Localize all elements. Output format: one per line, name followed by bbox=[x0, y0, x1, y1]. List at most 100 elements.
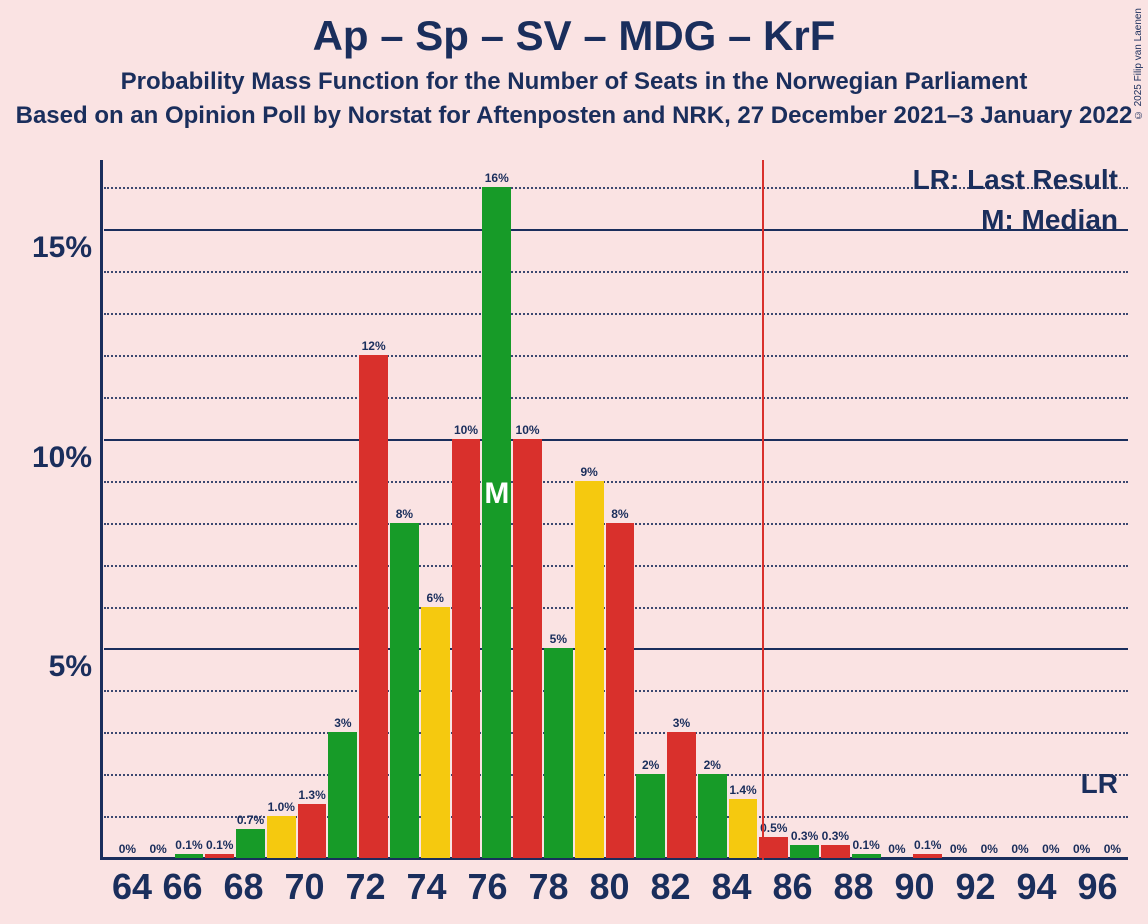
bar-slot: 0% bbox=[1066, 160, 1097, 858]
bar-value-label: 0% bbox=[1073, 842, 1090, 858]
bar-value-label: 8% bbox=[611, 507, 628, 523]
bar-value-label: 0.1% bbox=[914, 838, 941, 854]
bar-value-label: 0.7% bbox=[237, 813, 264, 829]
bar-value-label: 0% bbox=[950, 842, 967, 858]
bar-slot: 0.1% bbox=[204, 160, 235, 858]
bar: 6% bbox=[421, 607, 450, 858]
bar-slot: 0% bbox=[1035, 160, 1066, 858]
bar-slot: 1.0% bbox=[266, 160, 297, 858]
bar-value-label: 0.1% bbox=[175, 838, 202, 854]
bar-slot: 0.7% bbox=[235, 160, 266, 858]
chart-area: LR: Last Result M: Median 0%0%0.1%0.1%0.… bbox=[20, 160, 1128, 860]
chart-title: Ap – Sp – SV – MDG – KrF bbox=[0, 0, 1148, 60]
bar-value-label: 0.1% bbox=[852, 838, 879, 854]
x-tick-label: 66 bbox=[152, 866, 213, 908]
bar-value-label: 1.4% bbox=[729, 783, 756, 799]
chart-subtitle: Probability Mass Function for the Number… bbox=[0, 68, 1148, 96]
x-tick-label: 90 bbox=[884, 866, 945, 908]
y-axis bbox=[100, 160, 103, 860]
bar-value-label: 0% bbox=[119, 842, 136, 858]
plot-region: 0%0%0.1%0.1%0.7%1.0%1.3%3%12%8%6%10%16%1… bbox=[100, 160, 1128, 860]
bar-slot: 3% bbox=[666, 160, 697, 858]
bar-slot: 0% bbox=[1005, 160, 1036, 858]
bar-slot: 8% bbox=[605, 160, 636, 858]
x-tick-label: 84 bbox=[701, 866, 762, 908]
x-tick-label: 72 bbox=[335, 866, 396, 908]
bar-slot: 0.3% bbox=[789, 160, 820, 858]
bar-value-label: 0% bbox=[1104, 842, 1121, 858]
x-tick-label: 76 bbox=[457, 866, 518, 908]
x-tick-label: 78 bbox=[518, 866, 579, 908]
bar-value-label: 0% bbox=[1042, 842, 1059, 858]
bar: 2% bbox=[636, 774, 665, 858]
bar: 1.3% bbox=[298, 804, 327, 858]
copyright-notice: © 2025 Filip van Laenen bbox=[1133, 8, 1144, 120]
bar: 9% bbox=[575, 481, 604, 858]
bar: 0.3% bbox=[790, 845, 819, 858]
bar-slot: 0% bbox=[943, 160, 974, 858]
bar: 0.1% bbox=[852, 854, 881, 858]
x-tick-label: 92 bbox=[945, 866, 1006, 908]
bar-slot: 10% bbox=[512, 160, 543, 858]
bar-value-label: 0.5% bbox=[760, 821, 787, 837]
bar-value-label: 2% bbox=[704, 758, 721, 774]
bar: 8% bbox=[606, 523, 635, 858]
bars-container: 0%0%0.1%0.1%0.7%1.0%1.3%3%12%8%6%10%16%1… bbox=[112, 160, 1128, 858]
bar-value-label: 0% bbox=[150, 842, 167, 858]
bar: 0.5% bbox=[759, 837, 788, 858]
x-tick-label: 70 bbox=[274, 866, 335, 908]
bar-value-label: 3% bbox=[673, 716, 690, 732]
bar-slot: 0% bbox=[1097, 160, 1128, 858]
last-result-line bbox=[762, 160, 764, 860]
bar-slot: 0% bbox=[882, 160, 913, 858]
x-tick-label: 80 bbox=[579, 866, 640, 908]
bar-value-label: 6% bbox=[427, 591, 444, 607]
bar-slot: 9% bbox=[574, 160, 605, 858]
bar-slot: 0% bbox=[974, 160, 1005, 858]
bar: 3% bbox=[667, 732, 696, 858]
bar-slot: 0.1% bbox=[174, 160, 205, 858]
bar-value-label: 5% bbox=[550, 632, 567, 648]
bar: 8% bbox=[390, 523, 419, 858]
bar-slot: 0.1% bbox=[912, 160, 943, 858]
bar-value-label: 10% bbox=[454, 423, 478, 439]
x-tick-label: 96 bbox=[1067, 866, 1128, 908]
bar: 0.7% bbox=[236, 829, 265, 858]
bar-slot: 1.4% bbox=[728, 160, 759, 858]
bar-slot: 8% bbox=[389, 160, 420, 858]
bar: 0.1% bbox=[205, 854, 234, 858]
bar-value-label: 0.1% bbox=[206, 838, 233, 854]
chart-source-line: Based on an Opinion Poll by Norstat for … bbox=[0, 102, 1148, 130]
bar-slot: 0.3% bbox=[820, 160, 851, 858]
x-tick-label: 86 bbox=[762, 866, 823, 908]
bar-slot: 10% bbox=[451, 160, 482, 858]
x-tick-label: 64 bbox=[112, 866, 152, 908]
bar-slot: 2% bbox=[697, 160, 728, 858]
x-tick-label: 88 bbox=[823, 866, 884, 908]
bar: 10% bbox=[452, 439, 481, 858]
bar-value-label: 9% bbox=[580, 465, 597, 481]
bar: 0.3% bbox=[821, 845, 850, 858]
x-tick-label: 68 bbox=[213, 866, 274, 908]
bar-value-label: 2% bbox=[642, 758, 659, 774]
x-tick-label: 82 bbox=[640, 866, 701, 908]
bar-value-label: 1.0% bbox=[268, 800, 295, 816]
bar-value-label: 3% bbox=[334, 716, 351, 732]
bar-slot: 0% bbox=[143, 160, 174, 858]
bar-value-label: 0.3% bbox=[791, 829, 818, 845]
bar-value-label: 0% bbox=[981, 842, 998, 858]
bar: 16% bbox=[482, 187, 511, 858]
bar-value-label: 8% bbox=[396, 507, 413, 523]
bar-slot: 2% bbox=[635, 160, 666, 858]
bar: 1.4% bbox=[729, 799, 758, 858]
x-tick-label: 74 bbox=[396, 866, 457, 908]
x-tick-label: 94 bbox=[1006, 866, 1067, 908]
bar-slot: 0.1% bbox=[851, 160, 882, 858]
bar: 1.0% bbox=[267, 816, 296, 858]
bar-slot: 6% bbox=[420, 160, 451, 858]
bar: 2% bbox=[698, 774, 727, 858]
bar-slot: 5% bbox=[543, 160, 574, 858]
bar-value-label: 12% bbox=[362, 339, 386, 355]
bar-slot: 12% bbox=[358, 160, 389, 858]
bar: 12% bbox=[359, 355, 388, 858]
